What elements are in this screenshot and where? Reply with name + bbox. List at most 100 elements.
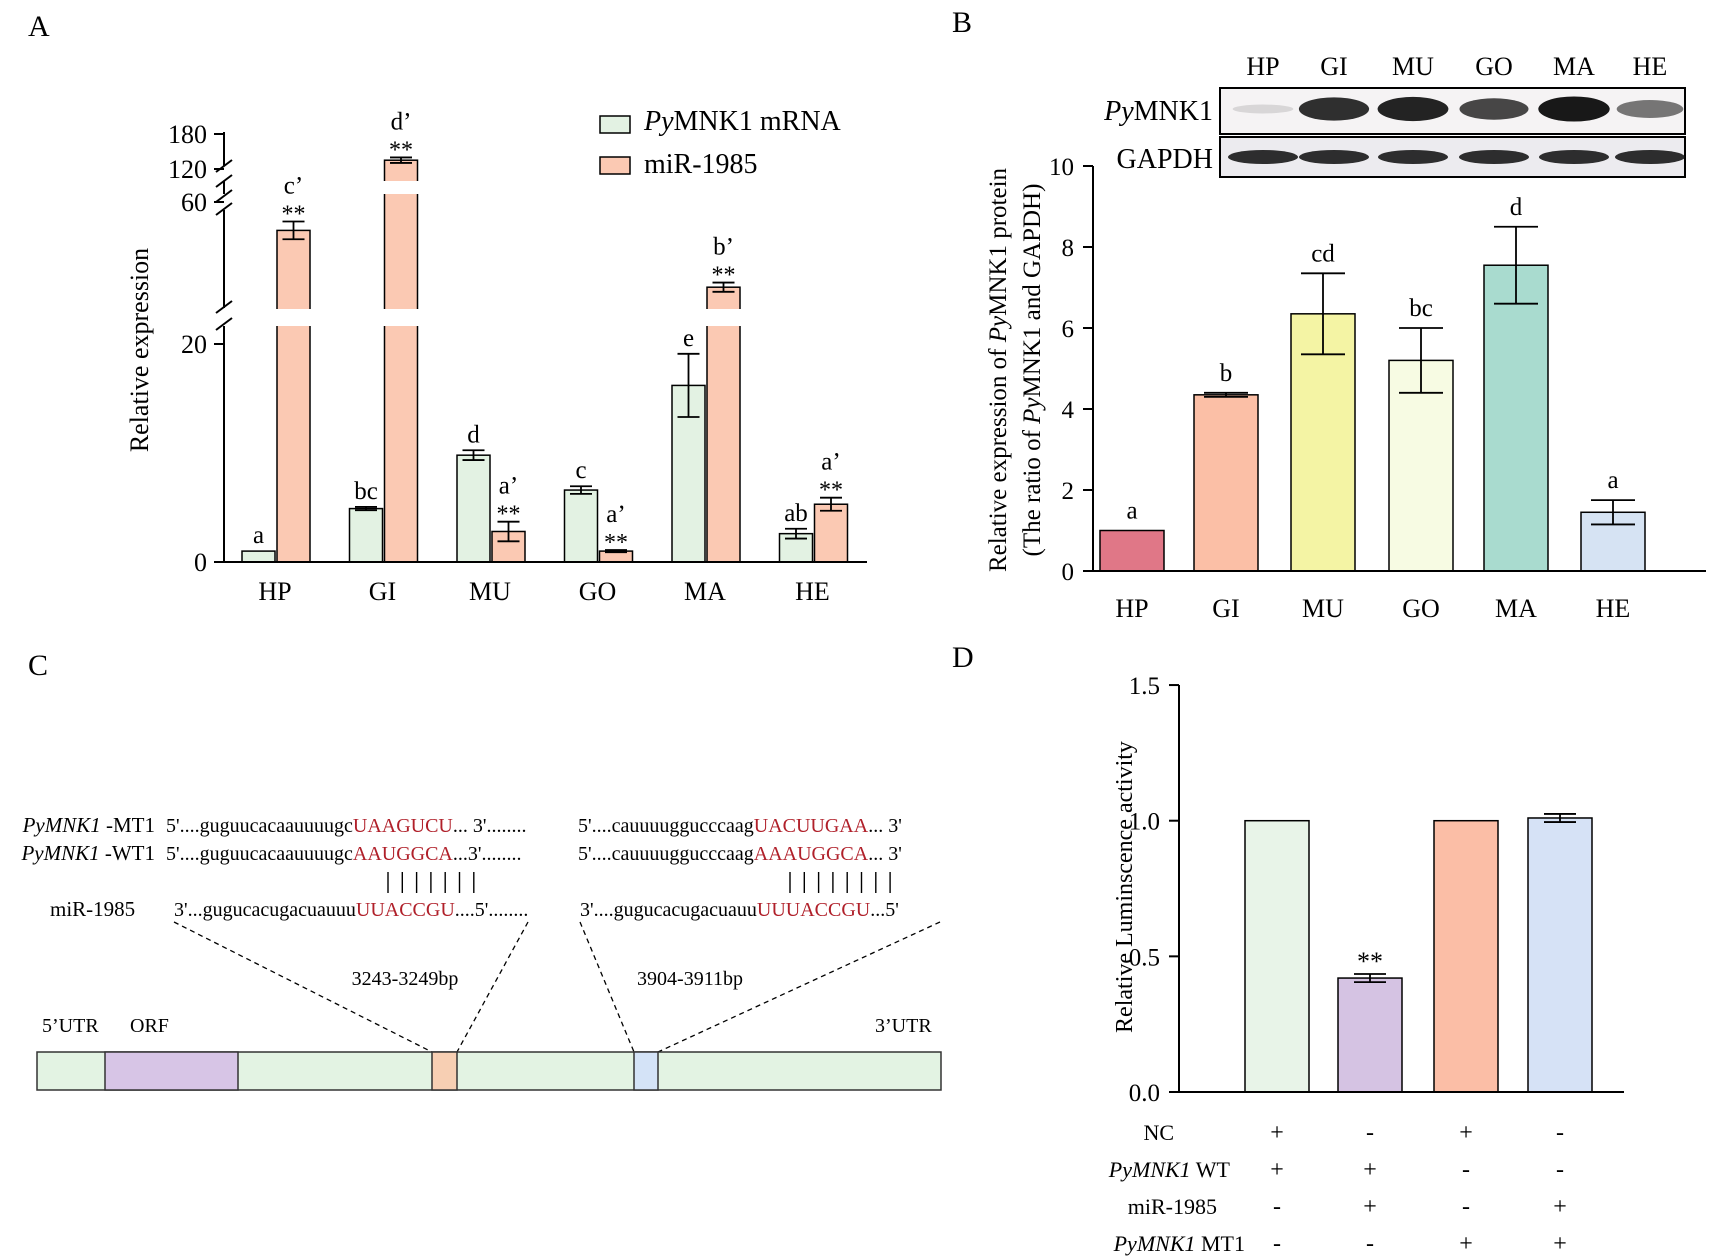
panel-a-bar-mrna-mu xyxy=(456,454,491,563)
panel-a-break-gap xyxy=(382,309,420,326)
panel-d-condition-table: NC PyMNK1 WT miR-1985 PyMNK1 MT1 + - + - + + -… xyxy=(1108,1120,1567,1257)
panel-a-bar-mrna-gi xyxy=(348,507,384,563)
panel-d-error-bar xyxy=(1354,973,1386,984)
panel-d-condition-mark: + xyxy=(1363,1157,1377,1183)
blot-band-gapdh xyxy=(1378,150,1448,164)
orf-label: ORF xyxy=(130,1015,169,1037)
blot-lane-label-gi: GI xyxy=(1320,52,1347,81)
panel-b-significance-letter: a xyxy=(1126,498,1137,525)
panel-d-condition-mark: - xyxy=(1366,1120,1374,1146)
panel-a-ylabel: Relative expression xyxy=(125,248,154,452)
panel-a-xtick-label: MU xyxy=(469,577,511,606)
panel-b-xtick-label: MU xyxy=(1302,594,1344,623)
blot-band-gapdh xyxy=(1615,150,1685,164)
panel-a-significance-letter: a xyxy=(253,522,264,549)
panel-b: HP GI MU GO MA HE PyMNK1 GAPDH a HP b GI cd MU bc GO… xyxy=(985,52,1706,623)
panel-label-c: C xyxy=(28,649,48,682)
panel-b-bar-hp xyxy=(1099,529,1165,572)
panel-a-error-bar xyxy=(605,549,627,554)
panel-a-legend: PyMNK1 mRNA miR-1985 xyxy=(599,106,842,180)
blot-row-label-gapdh: GAPDH xyxy=(1117,144,1213,175)
blot-row-label-pymnk1: PyMNK1 xyxy=(1103,96,1213,127)
panel-d-condition-mark: + xyxy=(1553,1194,1567,1220)
panel-d-ylabel: Relative Luminscence activity xyxy=(1112,741,1138,1033)
utr3-label: 3’UTR xyxy=(875,1015,932,1037)
mir-row-label: miR-1985 xyxy=(50,897,135,921)
panel-b-xtick-label: HP xyxy=(1115,594,1148,623)
panel-b-bar-go xyxy=(1388,359,1454,572)
panel-a-significance-stars: ** xyxy=(819,478,843,504)
blot-lane-label-go: GO xyxy=(1475,52,1513,81)
panel-a-significance-letter: d’ xyxy=(391,108,412,135)
gene-orf-region xyxy=(104,1051,239,1091)
panel-a-ytick-20: 20 xyxy=(181,330,207,359)
blot-band-pymnk1 xyxy=(1232,104,1294,114)
wt1-site2-sequence: 5'....cauuuuggucccaagAAAUGGCA... 3' xyxy=(578,843,902,865)
panel-a-significance-letter: a’ xyxy=(499,473,518,500)
panel-b-ytick-label: 6 xyxy=(1062,316,1075,343)
panel-d-condition-mark: - xyxy=(1556,1157,1564,1183)
wt1-row-label: PyMNK1 -WT1 xyxy=(20,841,155,865)
panel-d-ytick-label: 1.5 xyxy=(1129,673,1160,700)
panel-d-significance-stars: ** xyxy=(1357,947,1383,976)
panel-a-bar-mrna-go xyxy=(563,489,599,563)
panel-d-condition-mark: + xyxy=(1553,1231,1567,1257)
panel-b-error-bar xyxy=(1494,225,1538,305)
panel-b-xtick-label: GO xyxy=(1402,594,1440,623)
blot-lane-label-ma: MA xyxy=(1553,52,1595,81)
condition-label-nc: NC xyxy=(1143,1120,1174,1145)
panel-b-ytick-label: 10 xyxy=(1049,154,1074,181)
base-pairing-marks xyxy=(387,872,891,893)
panel-a-significance-letter: bc xyxy=(354,478,378,505)
panel-a-significance-letter: a’ xyxy=(606,501,625,528)
panel-b-error-bar xyxy=(1591,499,1635,526)
western-blot-lane-labels: HP GI MU GO MA HE xyxy=(1246,52,1667,81)
binding-site-1 xyxy=(431,1051,458,1091)
panel-a-ytick-60: 60 xyxy=(181,188,207,217)
panel-d-condition-mark: - xyxy=(1462,1194,1470,1220)
panel-c-diagram: PyMNK1 -MT1 5'....guguucacaauuuugcUAAGUC… xyxy=(20,813,942,1091)
panel-a-bar-mir-gi xyxy=(383,159,419,563)
blot-lane-label-mu: MU xyxy=(1392,52,1434,81)
panel-b-significance-letter: a xyxy=(1607,467,1618,494)
panel-a-bar-mir-hp xyxy=(276,229,311,563)
panel-b-ytick-label: 0 xyxy=(1062,559,1075,586)
panel-a-significance-letter: c’ xyxy=(284,173,303,200)
panel-a-xtick-label: HP xyxy=(258,577,291,606)
panel-a-error-bar xyxy=(390,156,412,164)
panel-d-condition-mark: - xyxy=(1462,1157,1470,1183)
panel-label-d: D xyxy=(952,641,974,674)
panel-a-axis-break-marks xyxy=(215,159,233,331)
panel-a-error-bar xyxy=(462,449,485,461)
panel-d-condition-mark: + xyxy=(1363,1194,1377,1220)
panel-b-bar-mu xyxy=(1290,313,1356,572)
panel-b-ylabel-line2: (The ratio of PyMNK1 and GAPDH) xyxy=(1019,184,1046,557)
panel-a-significance-stars: ** xyxy=(497,502,521,528)
panel-a-break-gap xyxy=(382,181,420,194)
panel-a-significance-letter: e xyxy=(683,325,694,352)
panel-d-error-bar xyxy=(1544,813,1576,823)
panel-d-chart: ** 0.0 0.5 1.0 1.5 Relative Luminscence act… xyxy=(1108,673,1624,1257)
mt1-row-label: PyMNK1 -MT1 xyxy=(22,813,155,837)
panel-b-error-bar xyxy=(1399,327,1443,394)
panel-a-ytick-180: 180 xyxy=(168,120,207,149)
panel-a-significance-letter: a’ xyxy=(821,449,840,476)
panel-d-ytick-label: 0.0 xyxy=(1129,1080,1160,1107)
condition-label-mir: miR-1985 xyxy=(1128,1194,1217,1219)
site-connector-lines xyxy=(173,921,941,1053)
panel-b-ytick-label: 8 xyxy=(1062,235,1075,262)
panel-d-bar-4 xyxy=(1527,817,1593,1093)
panel-a-significance-stars: ** xyxy=(389,137,413,163)
panel-b-xtick-label: HE xyxy=(1596,594,1631,623)
panel-a-error-bar xyxy=(785,527,807,540)
panel-b-bar-ma xyxy=(1483,264,1549,572)
panel-label-b: B xyxy=(952,6,972,39)
blot-band-gapdh xyxy=(1459,150,1529,164)
blot-lane-label-hp: HP xyxy=(1246,52,1279,81)
panel-d-condition-mark: - xyxy=(1273,1231,1281,1257)
site2-range-label: 3904-3911bp xyxy=(637,968,743,990)
panel-a-xtick-label: GO xyxy=(579,577,617,606)
panel-a-xtick-label: HE xyxy=(795,577,830,606)
panel-a-chart: HPa**c’GIbc**d’MUd**a’GOc**a’MAe**b’HEab… xyxy=(125,106,867,606)
